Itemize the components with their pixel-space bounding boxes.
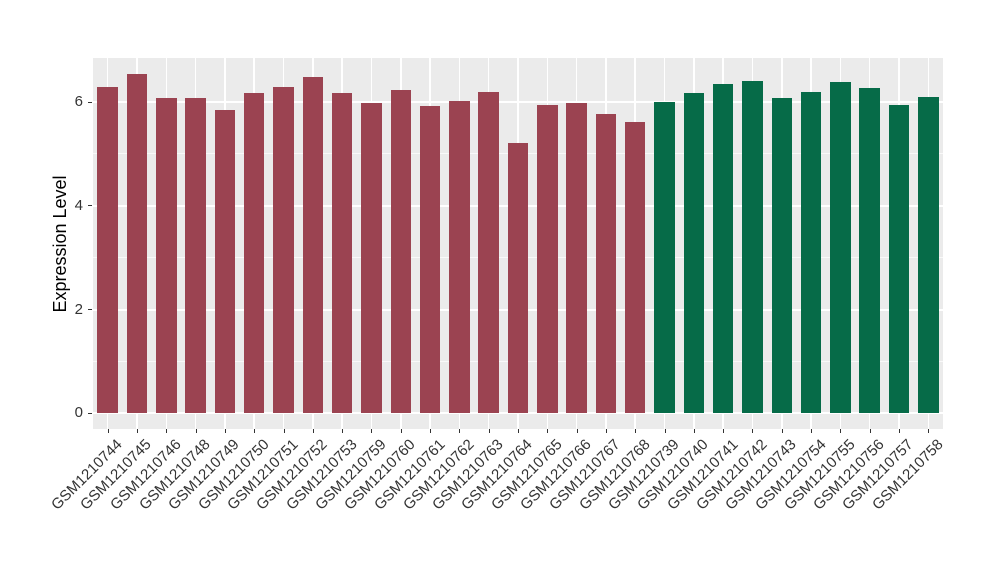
bar-GSM1210755 (830, 82, 851, 414)
x-tick-mark (605, 429, 607, 433)
y-tick-mark (88, 101, 92, 103)
x-tick-mark (254, 429, 256, 433)
bar-GSM1210748 (185, 97, 206, 414)
x-tick-mark (840, 429, 842, 433)
x-tick-mark (518, 429, 519, 433)
bar-GSM1210742 (742, 81, 763, 414)
bar-GSM1210745 (126, 74, 148, 414)
x-tick-mark (752, 429, 754, 433)
x-tick-mark (664, 429, 666, 433)
bar-GSM1210750 (243, 92, 265, 414)
y-tick-label-0: 0 (74, 404, 83, 422)
x-tick-mark (869, 429, 871, 433)
bar-GSM1210763 (478, 92, 499, 414)
x-tick-mark (576, 429, 578, 433)
x-tick-mark (635, 429, 637, 433)
x-tick-mark (400, 429, 402, 433)
x-tick-mark (781, 429, 783, 433)
bar-GSM1210767 (595, 114, 617, 414)
x-tick-mark (547, 429, 549, 433)
x-tick-mark (899, 429, 901, 433)
y-tick-mark (88, 309, 92, 311)
x-tick-mark (371, 429, 373, 433)
bar-GSM1210746 (156, 98, 177, 414)
x-tick-mark (312, 429, 314, 433)
bar-GSM1210752 (302, 76, 324, 414)
bar-GSM1210757 (888, 104, 910, 414)
bar-GSM1210743 (771, 98, 793, 414)
bar-GSM1210764 (507, 142, 529, 414)
x-tick-mark (811, 429, 813, 433)
bar-GSM1210766 (566, 103, 587, 414)
x-tick-mark (136, 429, 138, 433)
x-tick-mark (723, 429, 725, 433)
y-tick-label-6: 6 (74, 93, 83, 111)
bar-GSM1210749 (214, 110, 236, 414)
bar-GSM1210756 (859, 87, 880, 414)
y-tick-mark (88, 412, 92, 414)
bar-GSM1210768 (624, 121, 646, 414)
bar-GSM1210751 (273, 86, 294, 414)
bar-GSM1210741 (712, 84, 734, 414)
bar-GSM1210761 (419, 105, 441, 414)
bar-GSM1210765 (537, 104, 558, 414)
x-tick-mark (430, 429, 432, 433)
x-tick-mark (928, 429, 930, 433)
bar-GSM1210760 (390, 90, 412, 414)
x-tick-mark (693, 429, 695, 433)
x-tick-mark (283, 429, 285, 433)
y-tick-label-2: 2 (74, 300, 83, 318)
x-tick-mark (459, 429, 461, 433)
x-tick-mark (224, 429, 226, 433)
x-tick-mark (342, 429, 344, 433)
x-tick-mark (166, 429, 168, 433)
bar-GSM1210762 (449, 101, 470, 414)
bar-GSM1210739 (654, 101, 675, 414)
y-tick-label-4: 4 (74, 196, 83, 214)
x-tick-mark (488, 429, 490, 433)
y-tick-mark (88, 205, 92, 207)
bar-GSM1210759 (361, 102, 382, 414)
bar-GSM1210744 (97, 86, 118, 414)
x-tick-mark (107, 429, 109, 433)
bar-GSM1210758 (918, 97, 939, 414)
x-tick-mark (195, 429, 197, 433)
bar-GSM1210740 (683, 93, 705, 414)
bar-GSM1210754 (800, 91, 822, 414)
bar-GSM1210753 (331, 93, 353, 414)
